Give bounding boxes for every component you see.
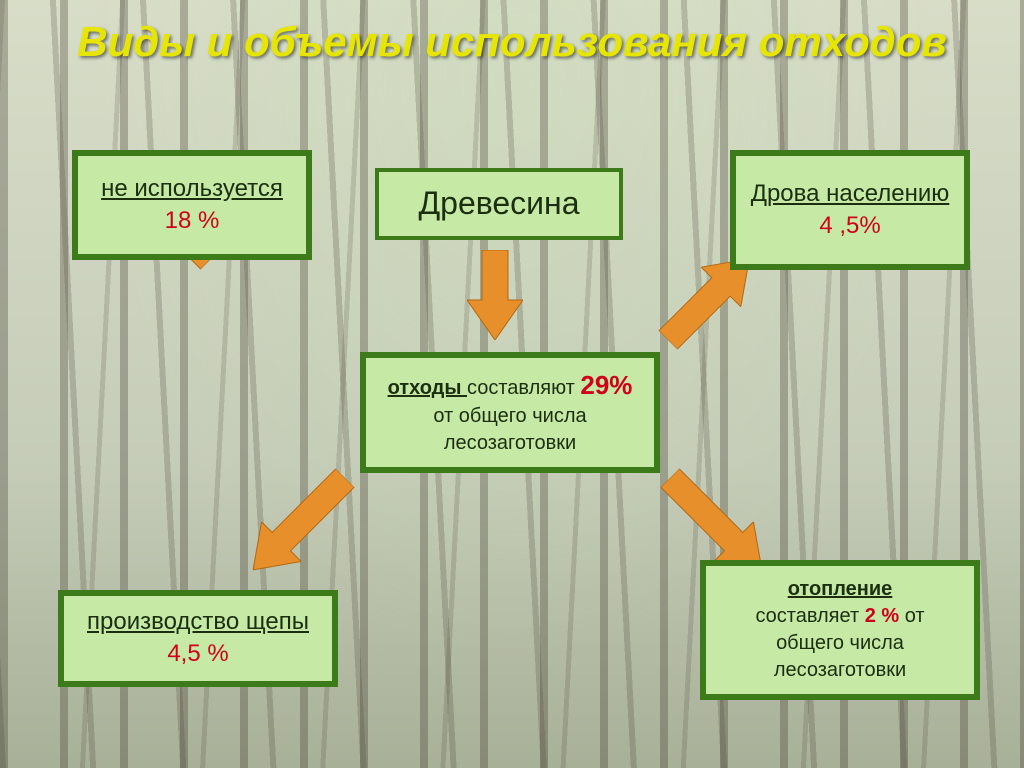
pct-firewood: 4 ,5% bbox=[819, 210, 880, 242]
box-wood-source: Древесина bbox=[375, 168, 623, 240]
heating-prefix: отопление bbox=[788, 578, 893, 600]
pct-waste: 29% bbox=[580, 370, 632, 400]
label-chips: производство щепы bbox=[87, 606, 309, 638]
box-waste-center: отходы составляют 29% от общего числа ле… bbox=[360, 352, 660, 473]
label-firewood: Дрова населению bbox=[751, 178, 950, 210]
heating-mid: составляет bbox=[755, 605, 864, 627]
label-not-used: не используется bbox=[101, 173, 283, 205]
box-not-used: не используется 18 % bbox=[72, 150, 312, 260]
waste-mid: составляют bbox=[467, 377, 580, 399]
wood-to-waste-arrow bbox=[467, 250, 523, 340]
label-wood: Древесина bbox=[418, 182, 579, 225]
pct-heating: 2 % bbox=[865, 605, 899, 627]
box-chips: производство щепы 4,5 % bbox=[58, 590, 338, 687]
waste-prefix: отходы bbox=[388, 377, 467, 399]
box-firewood: Дрова населению 4 ,5% bbox=[730, 150, 970, 270]
waste-suffix: от общего числа лесозаготовки bbox=[433, 405, 586, 454]
pct-not-used: 18 % bbox=[165, 205, 220, 237]
box-heating: отопление составляет 2 % от общего числа… bbox=[700, 560, 980, 700]
title-text: Виды и объемы использования отходов bbox=[77, 18, 946, 65]
pct-chips: 4,5 % bbox=[167, 638, 228, 670]
page-title: Виды и объемы использования отходов bbox=[0, 18, 1024, 66]
